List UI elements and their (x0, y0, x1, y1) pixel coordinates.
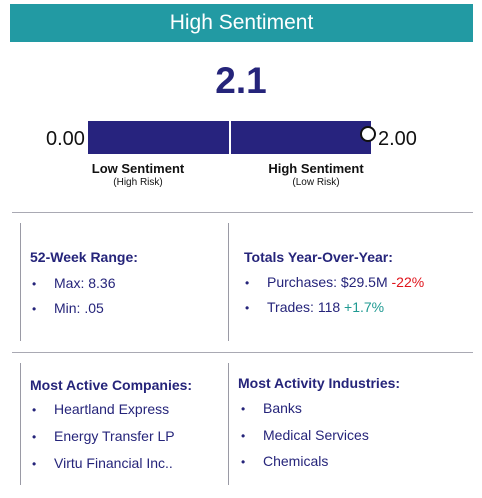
week-range-min-text: Min: .05 (54, 300, 104, 316)
panel-center-rule-bottom (228, 363, 229, 485)
high-sentiment-subtitle: (Low Risk) (292, 177, 340, 188)
industry-name: Banks (263, 400, 302, 416)
purchases-change: -22% (391, 274, 425, 290)
week-range-max: • Max: 8.36 (32, 275, 115, 291)
company-item: • Heartland Express (32, 401, 169, 417)
week-range-min: • Min: .05 (32, 300, 104, 316)
bullet-icon: • (32, 403, 37, 417)
companies-title: Most Active Companies: (30, 377, 193, 393)
trades-text: Trades: 118 (267, 299, 341, 315)
totals-trades: • Trades: 118 +1.7% (245, 299, 384, 315)
panel-left-rule-bottom (20, 363, 21, 485)
sentiment-score: 2.1 (215, 60, 267, 101)
company-name: Virtu Financial Inc.. (54, 455, 173, 471)
bullet-icon: • (32, 277, 37, 291)
bullet-icon: • (245, 301, 250, 315)
panel-left-rule-top (20, 223, 21, 341)
trades-change: +1.7% (344, 299, 385, 315)
bullet-icon: • (32, 302, 37, 316)
bullet-icon: • (245, 276, 250, 290)
bullet-icon: • (32, 430, 37, 444)
bullet-icon: • (241, 429, 246, 443)
divider-middle (12, 352, 473, 353)
totals-title: Totals Year-Over-Year: (244, 249, 393, 265)
company-name: Energy Transfer LP (54, 428, 175, 444)
company-item: • Virtu Financial Inc.. (32, 455, 173, 471)
gauge-midpoint-divider (229, 121, 231, 154)
industry-item: • Medical Services (241, 427, 369, 443)
divider-top (12, 212, 473, 213)
industry-name: Medical Services (263, 427, 369, 443)
gauge-marker (360, 126, 376, 142)
company-name: Heartland Express (54, 401, 170, 417)
high-sentiment-title: High Sentiment (268, 161, 364, 176)
gauge-min-label: 0.00 (46, 128, 85, 150)
industry-item: • Banks (241, 400, 302, 416)
week-range-title: 52-Week Range: (30, 249, 138, 265)
panel-center-rule-top (228, 223, 229, 341)
bullet-icon: • (241, 402, 246, 416)
company-item: • Energy Transfer LP (32, 428, 175, 444)
low-sentiment-subtitle: (High Risk) (113, 177, 163, 188)
purchases-text: Purchases: $29.5M (267, 274, 388, 290)
gauge-max-label: 2.00 (378, 128, 417, 150)
industry-name: Chemicals (263, 453, 329, 469)
week-range-max-text: Max: 8.36 (54, 275, 116, 291)
industry-item: • Chemicals (241, 453, 328, 469)
high-sentiment-label: High Sentiment (Low Risk) (256, 161, 376, 188)
low-sentiment-label: Low Sentiment (High Risk) (78, 161, 198, 188)
low-sentiment-title: Low Sentiment (91, 161, 185, 176)
bullet-icon: • (32, 457, 37, 471)
totals-purchases: • Purchases: $29.5M -22% (245, 274, 424, 290)
sentiment-header: High Sentiment (10, 4, 473, 42)
header-title: High Sentiment (169, 11, 314, 34)
sentiment-gauge-bar (88, 121, 371, 154)
bullet-icon: • (241, 455, 246, 469)
industries-title: Most Activity Industries: (238, 375, 401, 391)
